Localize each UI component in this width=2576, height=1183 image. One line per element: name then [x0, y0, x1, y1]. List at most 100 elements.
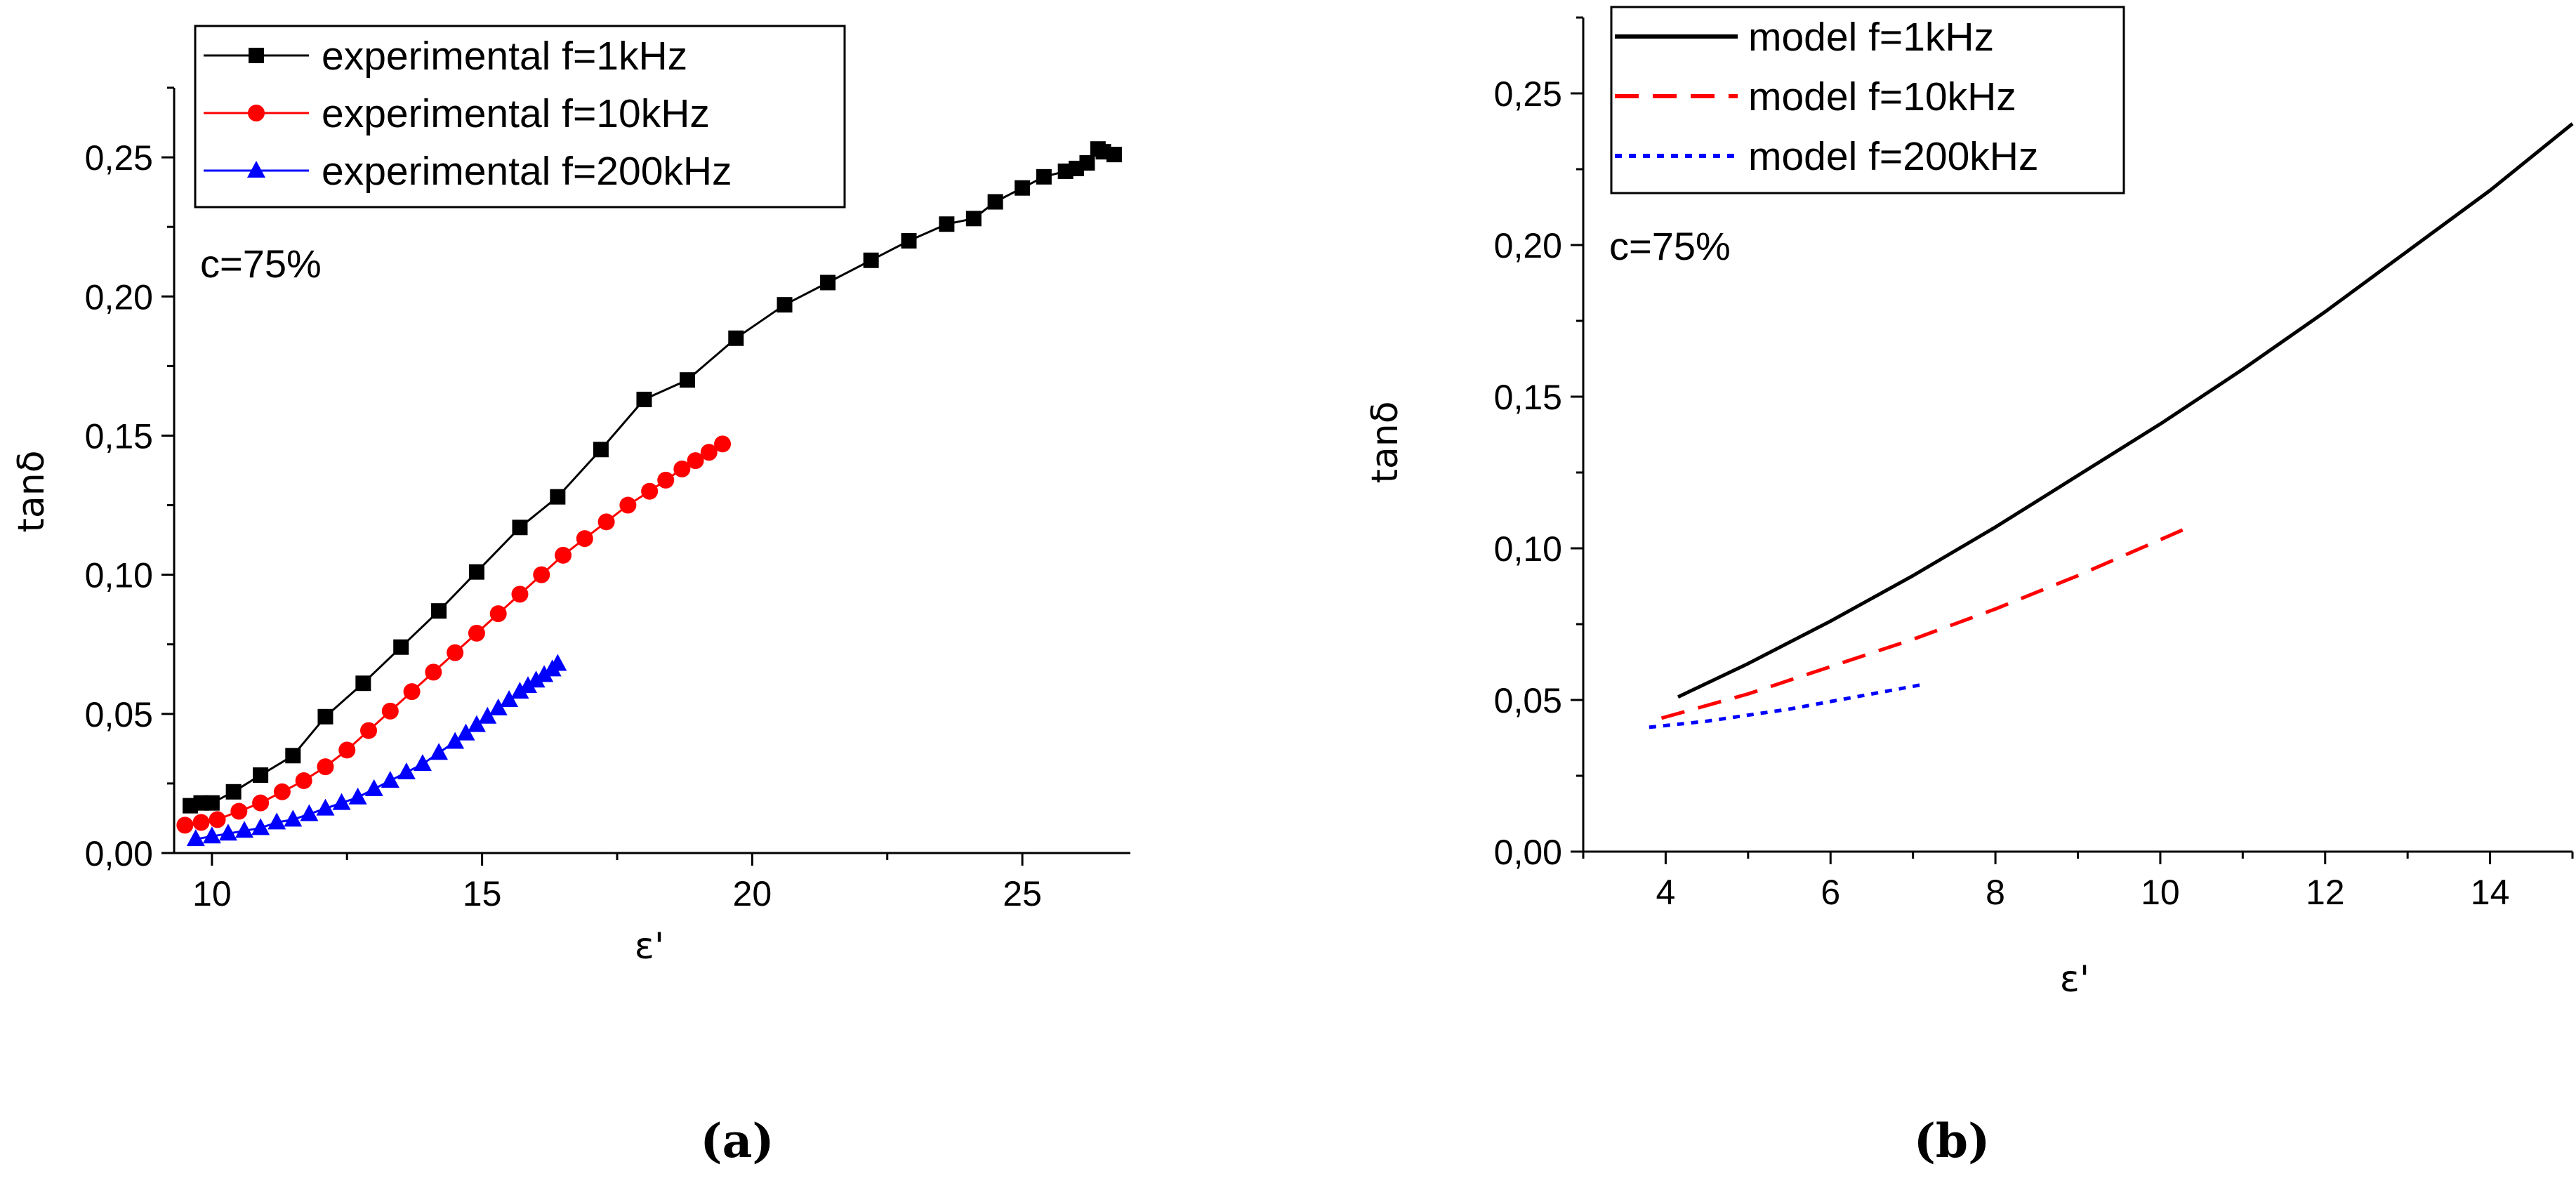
panel-a-series-1-point — [636, 391, 652, 407]
panel-a-series-3-point — [267, 812, 286, 830]
panel-a-series-2-point — [700, 444, 718, 461]
panel-a-series-2-point — [447, 644, 464, 661]
panel-a-series-1-point — [901, 233, 917, 249]
panel-a-series-3-point — [548, 654, 567, 671]
panel-a-series-2-point — [176, 817, 194, 834]
panel-a-series-2-line — [185, 443, 723, 826]
panel-a-y-tick-label: 0,15 — [85, 416, 153, 456]
panel-a-x-tick-label: 15 — [463, 874, 502, 913]
panel-a-series-1-point — [1015, 180, 1031, 196]
panel-a-series-3-point — [235, 821, 254, 838]
panel-b-y-tick-label: 0,25 — [1494, 74, 1562, 114]
panel-b-series-1-line — [1677, 122, 2574, 699]
panel-a-series-3-point — [456, 723, 475, 741]
panel-a-legend-entry-3: experimental f=200kHz — [204, 149, 732, 194]
panel-a-series-1 — [183, 141, 1122, 814]
panel-a-series-1-line — [190, 147, 1115, 807]
panel-b-legend-entry-1: model f=1kHz — [1615, 15, 1994, 60]
panel-b-legend-label: model f=1kHz — [1748, 15, 1994, 60]
panel-a-label: (a) — [700, 1113, 774, 1168]
panel-a-series-3-point — [364, 779, 383, 796]
panel-a-series-1-point — [550, 489, 566, 505]
panel-a-series-1-point — [593, 442, 609, 458]
panel-a-series-2-point — [338, 741, 356, 759]
panel-b-ticks-layer: 4 6 8 10 12 14 0,00 0,05 0,10 0,15 0,20 0,25 — [1494, 16, 2574, 912]
panel-a-series-3-point — [218, 824, 237, 841]
panel-b-series-3 — [1649, 682, 1922, 729]
panel-a-series-3 — [186, 654, 567, 847]
panel-a-series-1-point — [431, 603, 447, 619]
panel-a-legend-label: experimental f=1kHz — [322, 34, 687, 79]
panel-b-axis-frame — [1582, 18, 2572, 853]
panel-a-series-3-point — [478, 706, 497, 724]
panel-a-series-2-point — [273, 783, 291, 800]
panel-a-series-1-point — [777, 297, 793, 313]
panel-b-x-axis-title: ε' — [2060, 958, 2089, 1000]
panel-a-legend: experimental f=1kHz experimental f=10kHz e… — [194, 25, 846, 209]
panel-a-legend-sample-marker — [248, 105, 265, 121]
panel-a-series-2 — [176, 435, 732, 834]
panel-a-series-2-point — [657, 471, 675, 489]
panel-a-series-1-point — [253, 767, 269, 784]
panel-b-legend-label: model f=200kHz — [1748, 134, 2038, 179]
panel-b-series-1 — [1677, 122, 2574, 699]
panel-a-series-1-point — [468, 564, 484, 580]
panel-a-series-3-point — [202, 826, 221, 844]
panel-a-y-tick-label: 0,25 — [85, 138, 153, 178]
panel-a-series-1-point — [939, 216, 955, 232]
panel-a-series-2-point — [619, 496, 637, 514]
panel-a-annotation: c=75% — [200, 242, 322, 286]
panel-a-x-axis-title: ε' — [635, 925, 664, 967]
panel-b-series-2-line — [1660, 525, 2190, 720]
panel-a-y-axis-title: tanδ — [11, 450, 53, 532]
panel-a-series-3-point — [535, 665, 554, 682]
panel-a-series-3-point — [381, 770, 399, 788]
panel-a-series-2-point — [468, 624, 485, 642]
panel-b-legend: model f=1kHz model f=10kHz model f=200kHz — [1610, 6, 2125, 194]
panel-a-series-2-point — [192, 814, 210, 831]
panel-a-series-3-point — [527, 670, 546, 688]
panel-b-x-tick-label: 10 — [2141, 873, 2180, 912]
panel-b-y-tick-label: 0,00 — [1494, 833, 1562, 872]
panel-a-series-2-point — [381, 702, 399, 720]
panel-a-series-2-point — [511, 586, 529, 603]
panel-a-series-2-point — [687, 452, 704, 470]
panel-a-series-3-point — [316, 798, 335, 816]
panel-a-series-3-point — [446, 732, 465, 749]
panel-a-x-tick-label: 25 — [1003, 874, 1042, 913]
panel-a-series-3-point — [413, 754, 432, 772]
panel-a-series-3-line — [195, 663, 559, 840]
panel-a-series-1-point — [355, 675, 371, 692]
panel-a-series-1-point — [1036, 168, 1052, 185]
panel-a-series-3-point — [300, 804, 319, 821]
panel-a-series-2-point — [425, 663, 442, 681]
panel-b-legend-entry-2: model f=10kHz — [1615, 74, 2016, 119]
panel-a-series-1-point — [987, 194, 1003, 210]
panel-b-x-tick-label: 8 — [1986, 873, 2005, 912]
panel-a-series-3-point — [332, 793, 351, 810]
panel-a-series-3-point — [489, 698, 508, 715]
panel-a-series-3-point — [500, 690, 519, 707]
panel-a-series-1-point — [863, 252, 879, 268]
panel-a-series-3-point — [348, 787, 367, 805]
panel-b-series-3-line — [1649, 682, 1922, 729]
panel-a-series-1-point — [204, 795, 220, 811]
panel-a-series-3-point — [251, 818, 270, 835]
panel-a-y-tick-label: 0,00 — [85, 834, 153, 873]
panel-a-series-1-point — [1079, 155, 1095, 171]
panel-a-y-tick-label: 0,05 — [85, 695, 153, 734]
panel-a-series-2-point — [597, 513, 615, 531]
panel-a-series-2-point — [403, 683, 421, 701]
panel-a-x-tick-label: 20 — [733, 874, 772, 913]
panel-a-series-1-point — [680, 372, 696, 388]
panel-a-legend-entry-2: experimental f=10kHz — [204, 91, 710, 136]
panel-a-series-1-point — [965, 211, 982, 227]
panel-a-series-2-point — [714, 435, 732, 453]
panel-a-series-1-point — [393, 639, 409, 655]
panel-a-y-tick-label: 0,20 — [85, 277, 153, 317]
panel-b-legend-entries: model f=1kHz model f=10kHz model f=200kHz — [1615, 15, 2038, 179]
panel-a-series-3-point — [186, 829, 205, 847]
panel-a-series-3-point — [519, 676, 538, 694]
panel-b-legend-label: model f=10kHz — [1748, 74, 2016, 119]
